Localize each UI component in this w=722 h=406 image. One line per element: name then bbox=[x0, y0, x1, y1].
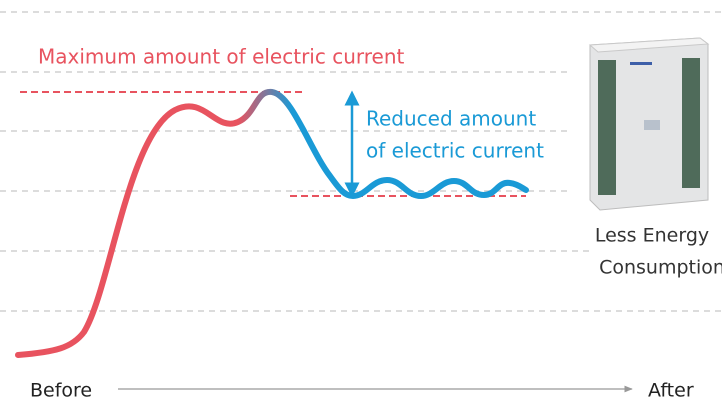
reduced-label: of electric current bbox=[366, 139, 544, 163]
product-label: Less Energy bbox=[595, 225, 709, 247]
axis-end: After bbox=[648, 380, 694, 402]
outdoor-unit bbox=[590, 38, 708, 210]
diagram: Maximum amount of electric current Reduc… bbox=[0, 0, 722, 406]
current-curve bbox=[18, 92, 526, 355]
reduced-label: Reduced amount bbox=[366, 107, 536, 131]
axis-start: Before bbox=[30, 380, 92, 402]
product-label: Consumption bbox=[599, 257, 722, 279]
max-label: Maximum amount of electric current bbox=[38, 45, 405, 69]
